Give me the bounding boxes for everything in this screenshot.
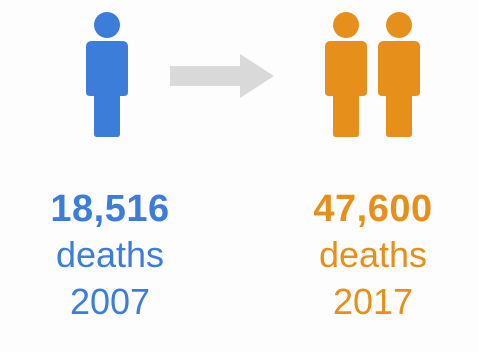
deaths-label-2017: deaths bbox=[318, 234, 428, 275]
person-icon-2007 bbox=[86, 12, 128, 137]
stat-2017: 47,600 deaths 2017 bbox=[288, 186, 458, 326]
year-2007: 2007 bbox=[69, 281, 151, 322]
arrow-right-icon bbox=[170, 54, 274, 98]
death-count-2007: 18,516 bbox=[50, 188, 170, 230]
deaths-label-2007: deaths bbox=[55, 234, 165, 275]
death-count-2017: 47,600 bbox=[313, 188, 433, 230]
person-icon-2017-right bbox=[378, 12, 420, 137]
person-icon-2017-left bbox=[325, 12, 367, 137]
year-2017: 2017 bbox=[332, 281, 414, 322]
stat-2007: 18,516 deaths 2007 bbox=[25, 186, 195, 326]
